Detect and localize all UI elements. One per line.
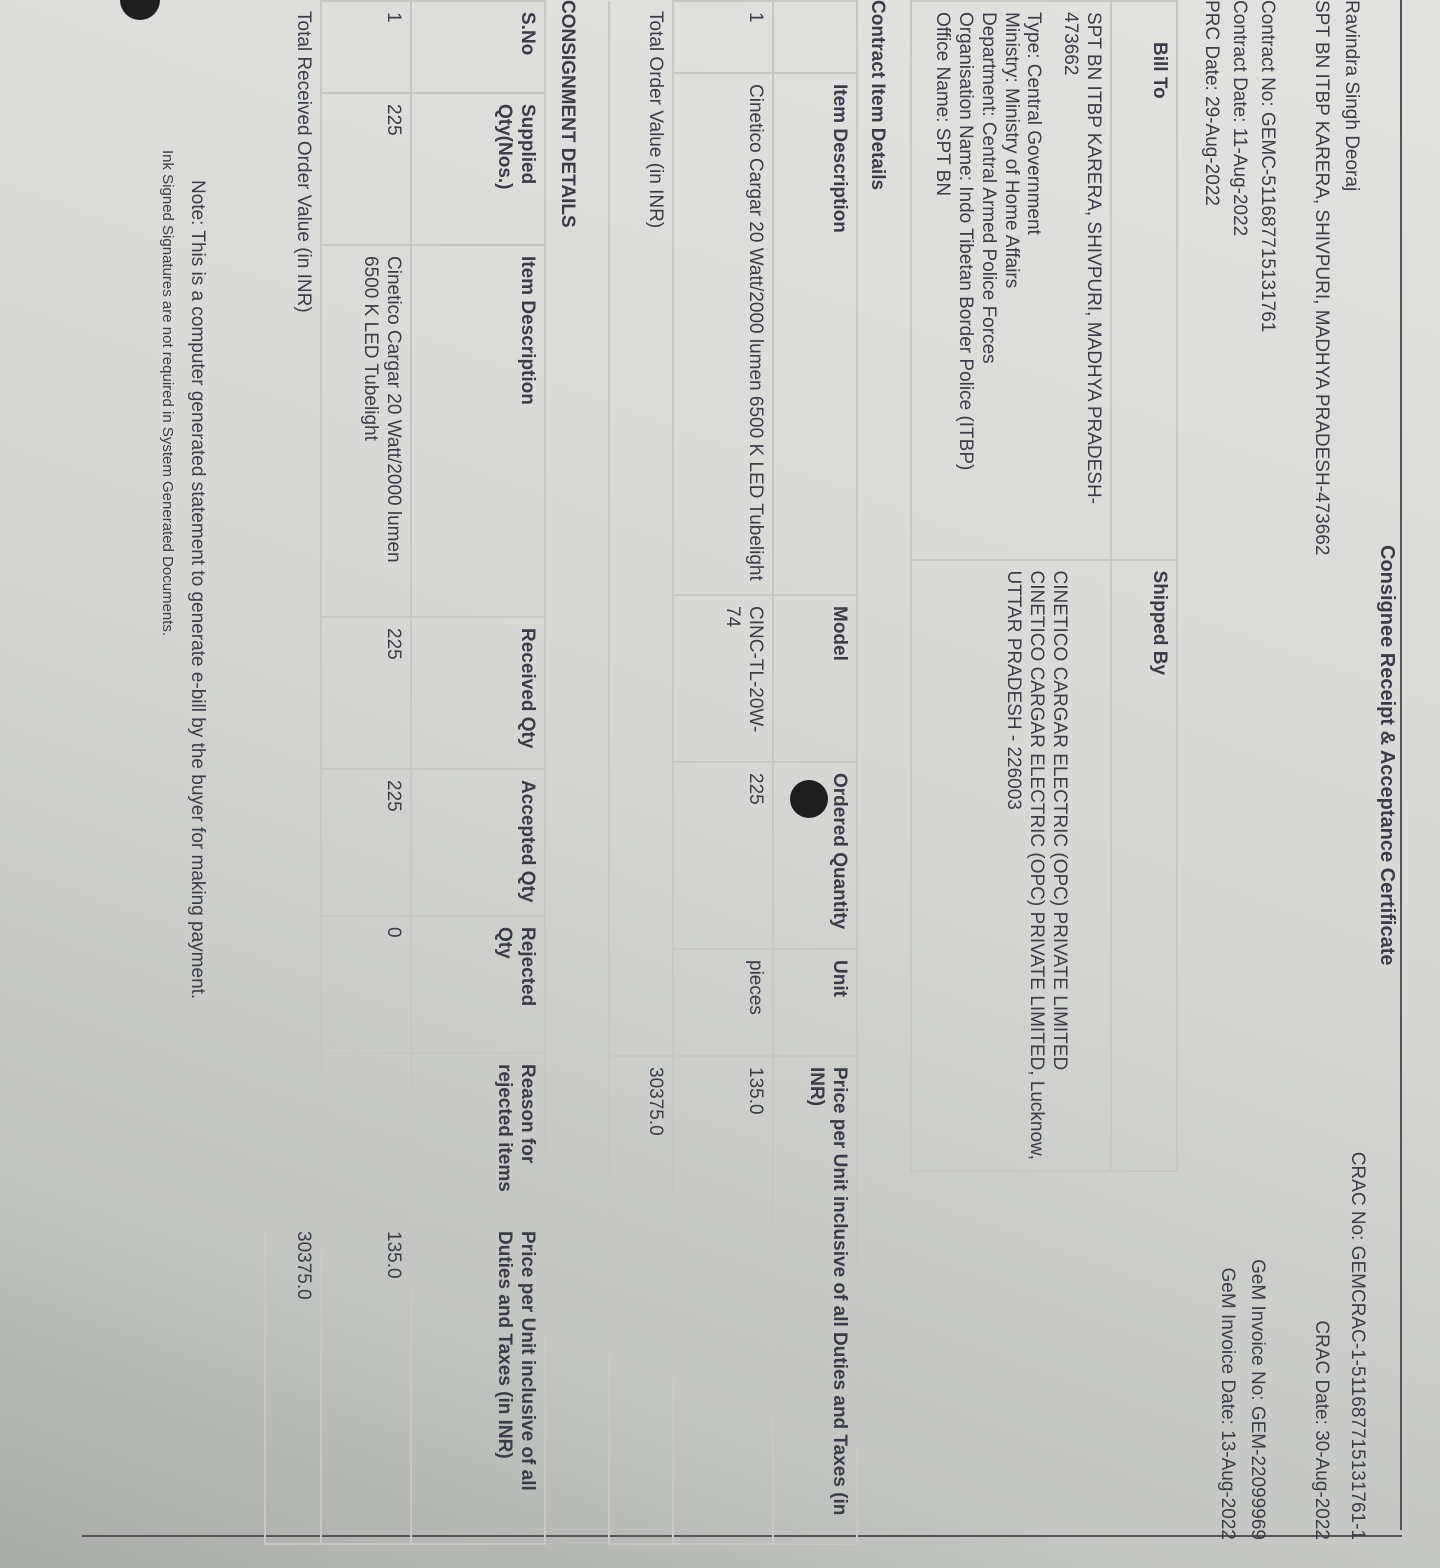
total-order-value: 30375.0	[609, 1056, 673, 1544]
bill-to-line: Office Name: SPT BN	[932, 12, 954, 197]
col-header-supplied-qty: Supplied Qty(Nos.)	[411, 93, 545, 245]
table-row: 1 225 Cinetico Cargar 20 Watt/2000 lumen…	[321, 1, 411, 1544]
parties-table: Bill To Shipped By SPT BN ITBP KARERA, S…	[910, 0, 1178, 1172]
punch-hole	[790, 780, 828, 818]
cell-sno: 1	[321, 1, 411, 93]
gem-invoice-date: GeM Invoice Date: 13-Aug-2022	[1217, 1267, 1238, 1541]
consignment-table: S.No Supplied Qty(Nos.) Item Description…	[264, 0, 546, 1545]
cell-received-qty: 225	[321, 617, 411, 769]
cell-sno: 1	[673, 1, 773, 73]
bill-to-line: Organisation Name: Indo Tibetan Border P…	[955, 12, 977, 471]
total-row: Total Received Order Value (in INR) 3037…	[265, 1, 321, 1544]
shipped-by-line: CINETICO CARGAR ELECTRIC (OPC) PRIVATE L…	[1026, 570, 1048, 1160]
note-text: Note: This is a computer generated state…	[187, 180, 208, 1000]
shipped-by-header: Shipped By	[1111, 559, 1177, 1171]
cell-rejected-qty: 0	[321, 916, 411, 1053]
col-header-model: Model	[773, 595, 857, 762]
cell-reason	[321, 1053, 411, 1220]
bill-to-details: SPT BN ITBP KARERA, SHIVPURI, MADHYA PRA…	[911, 1, 1111, 560]
shipped-by-details: CINETICO CARGAR ELECTRIC (OPC) PRIVATE L…	[911, 559, 1111, 1171]
col-header-price: Price per Unit inclusive of all Duties a…	[411, 1220, 545, 1544]
cell-ordered-quantity: 225	[673, 762, 773, 949]
col-header-received-qty: Received Qty	[411, 617, 545, 769]
cell-supplied-qty: 225	[321, 93, 411, 245]
crac-no: CRAC No: GEMCRAC-1-511687715131761-1	[1347, 1151, 1368, 1540]
col-header-sno	[773, 1, 857, 73]
cell-price: 135.0	[321, 1220, 411, 1544]
consignment-label: CONSIGNMENT DETAILS	[557, 0, 578, 228]
table-header-row: S.No Supplied Qty(Nos.) Item Description…	[411, 1, 545, 1544]
cell-unit: pieces	[673, 949, 773, 1056]
cell-model: CINC-TL-20W-74	[673, 595, 773, 762]
consignee-address: SPT BN ITBP KARERA, SHIVPURI, MADHYA PRA…	[1311, 0, 1332, 556]
contract-date: Contract Date: 11-Aug-2022	[1229, 0, 1250, 237]
prc-date: PRC Date: 29-Aug-2022	[1201, 0, 1222, 206]
col-header-unit: Unit	[773, 949, 857, 1056]
bill-to-line: Ministry: Ministry of Home Affairs	[1000, 12, 1022, 289]
col-header-item-description: Item Description	[773, 73, 857, 595]
total-row: Total Order Value (in INR) 30375.0	[609, 1, 673, 1544]
bill-to-line: Department: Central Armed Police Forces	[977, 12, 999, 364]
note-signature-text: Ink Signed Signatures are not required i…	[159, 150, 176, 637]
col-header-accepted-qty: Accepted Qty	[411, 769, 545, 916]
contract-no: Contract No: GEMC-511687715131761	[1257, 0, 1278, 333]
shipped-by-line: UTTAR PRADESH - 226003	[1003, 570, 1025, 810]
crac-date: CRAC Date: 30-Aug-2022	[1311, 1320, 1332, 1540]
gem-invoice-no: GeM Invoice No: GEM-22099969	[1247, 1259, 1268, 1540]
total-received-label: Total Received Order Value (in INR)	[265, 1, 321, 1220]
bill-to-line: SPT BN ITBP KARERA, SHIVPURI, MADHYA PRA…	[1060, 12, 1104, 505]
consignee-name: Ravindra Singh Deoraj	[1341, 0, 1362, 192]
shipped-by-line: CINETICO CARGAR ELECTRIC (OPC) PRIVATE L…	[1049, 570, 1070, 1071]
col-header-sno: S.No	[411, 1, 545, 93]
col-header-rejected-qty: Rejected Qty	[411, 916, 545, 1053]
col-header-price: Price per Unit inclusive of all Duties a…	[773, 1056, 857, 1544]
bill-to-line: Type: Central Government	[1023, 12, 1045, 235]
table-row: 1 Cinetico Cargar 20 Watt/2000 lumen 650…	[673, 1, 773, 1544]
contract-items-label: Contract Item Details	[867, 0, 888, 191]
contract-items-table: Item Description Model Ordered Quantity …	[608, 0, 858, 1545]
total-order-label: Total Order Value (in INR)	[609, 1, 673, 1056]
document-title: Consignee Receipt & Acceptance Certifica…	[1376, 545, 1398, 966]
punch-hole	[120, 0, 160, 20]
cell-accepted-qty: 225	[321, 769, 411, 916]
cell-item-description: Cinetico Cargar 20 Watt/2000 lumen 6500 …	[321, 245, 411, 617]
col-header-reason: Reason for rejected items	[411, 1053, 545, 1220]
col-header-item-description: Item Description	[411, 245, 545, 617]
bill-to-header: Bill To	[1111, 1, 1177, 560]
frame-border-top	[1400, 0, 1402, 1530]
table-header-row: Item Description Model Ordered Quantity …	[773, 1, 857, 1544]
cell-price: 135.0	[673, 1056, 773, 1544]
total-received-value: 30375.0	[265, 1220, 321, 1544]
cell-item-description: Cinetico Cargar 20 Watt/2000 lumen 6500 …	[673, 73, 773, 595]
